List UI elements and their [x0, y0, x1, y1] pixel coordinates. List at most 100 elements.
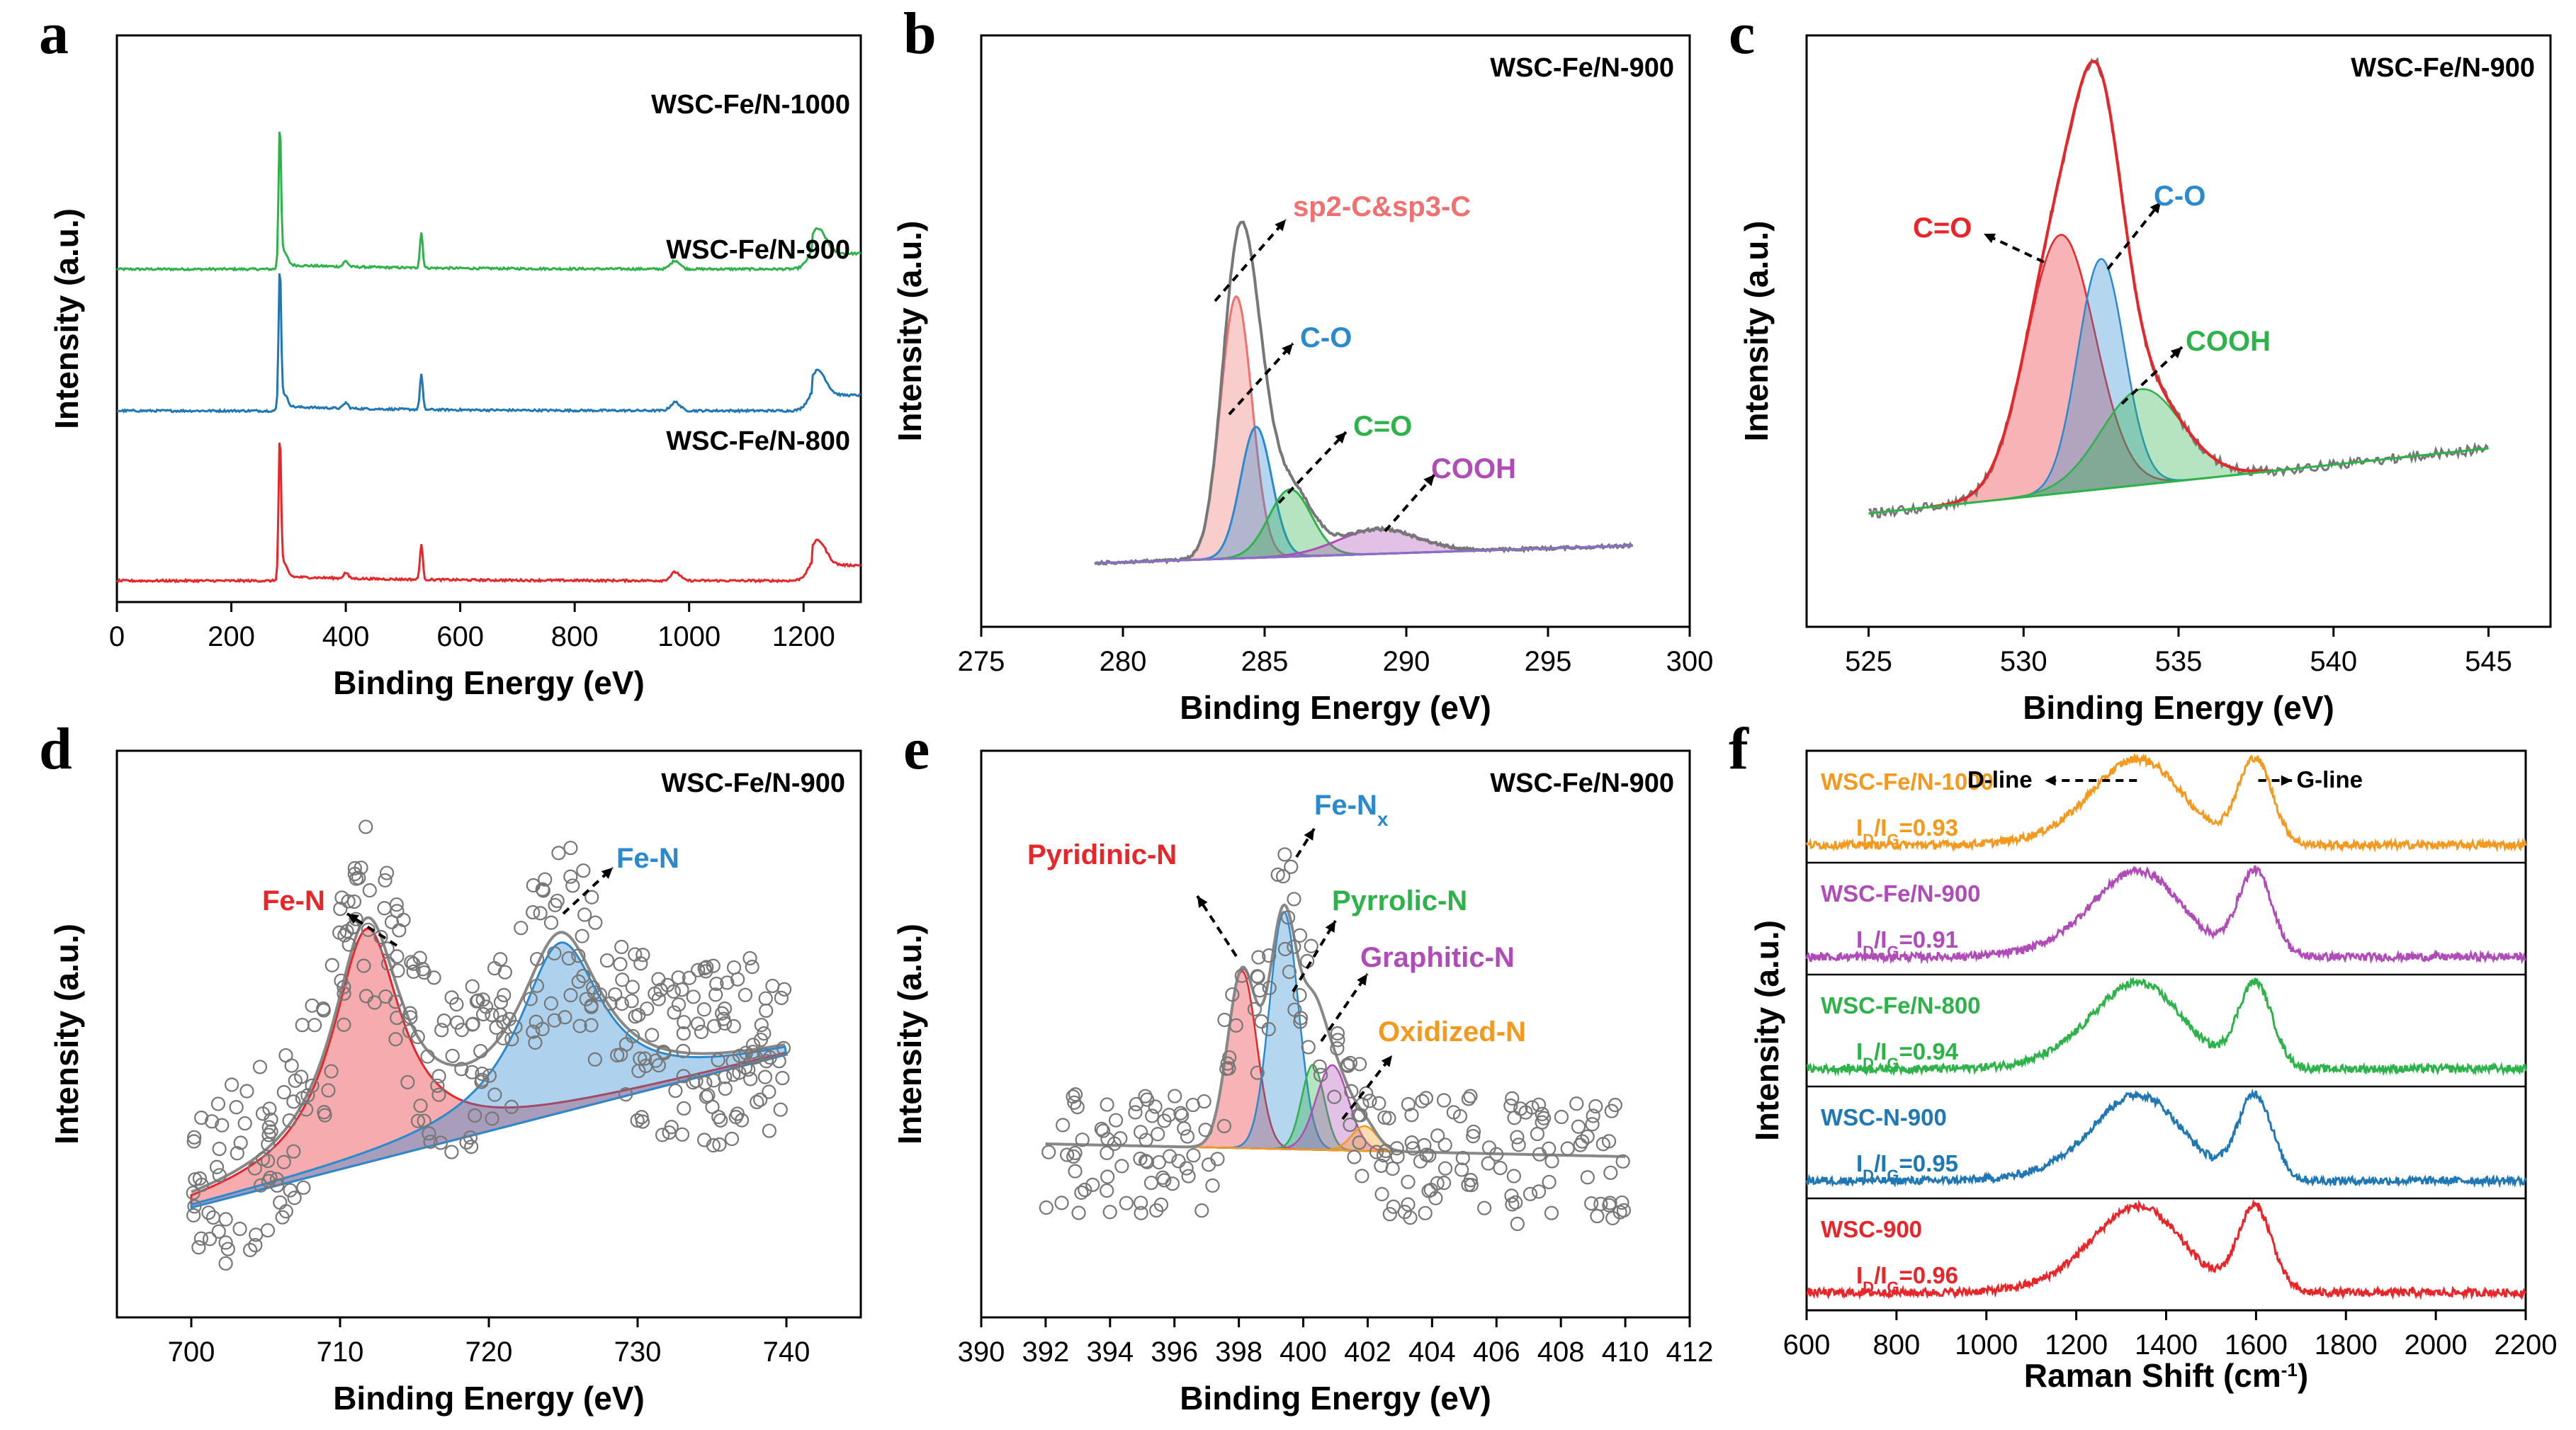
data-point	[624, 994, 639, 1009]
data-point	[1254, 1014, 1269, 1029]
x-tick-label: 540	[2310, 646, 2357, 677]
data-point	[1280, 910, 1296, 925]
data-point	[563, 841, 578, 856]
data-point	[577, 907, 592, 922]
data-point	[726, 1018, 741, 1034]
arrow-head	[1282, 344, 1293, 356]
fit-envelope	[1930, 59, 2272, 509]
y-axis-title: Intensity (a.u.)	[891, 221, 928, 442]
data-point	[218, 1256, 233, 1271]
data-point	[776, 1040, 791, 1055]
data-point	[667, 1005, 682, 1020]
data-point	[726, 960, 742, 975]
data-point	[1506, 1169, 1521, 1184]
data-point	[337, 928, 352, 943]
data-point	[550, 893, 565, 909]
data-point	[1216, 1118, 1232, 1134]
arrow-head	[1335, 432, 1346, 444]
panel-c: 525 530 535 540 545 Binding Energy (eV) Intens…	[1729, 1, 2552, 726]
data-point	[286, 1144, 301, 1159]
data-point	[1284, 859, 1299, 874]
data-point	[220, 1242, 235, 1256]
data-point	[535, 1021, 550, 1036]
data-point	[392, 923, 407, 938]
data-point	[1608, 1098, 1622, 1113]
data-point	[1455, 1151, 1470, 1166]
data-point	[496, 1031, 511, 1045]
data-point	[631, 1008, 646, 1023]
plot-frame	[980, 749, 1691, 1319]
ratio-value: =0.95	[1899, 1150, 1959, 1176]
data-point	[1430, 1176, 1445, 1191]
annotation-arrow	[1320, 972, 1369, 1043]
data-point	[337, 980, 351, 994]
ratio-sub: D	[1863, 1055, 1874, 1072]
data-point	[444, 1145, 459, 1159]
data-point	[426, 970, 441, 985]
data-point	[720, 975, 735, 990]
data-point	[1327, 1089, 1342, 1104]
data-point	[1151, 1127, 1165, 1142]
data-point	[497, 965, 512, 980]
data-point	[493, 994, 509, 1010]
data-point	[417, 1113, 431, 1128]
data-point	[1250, 970, 1265, 984]
data-point	[1330, 1026, 1345, 1041]
data-point	[1466, 1129, 1481, 1144]
data-point	[346, 894, 362, 909]
data-point	[269, 1171, 285, 1187]
data-point	[699, 1089, 714, 1104]
data-point	[765, 978, 780, 994]
data-point	[205, 1114, 220, 1129]
x-tick-label: 1000	[657, 621, 721, 652]
x-tick-label: 600	[1783, 1329, 1831, 1361]
data-point	[526, 1024, 541, 1039]
ratio-value: =0.91	[1899, 926, 1959, 953]
annotation-arrow	[346, 912, 398, 947]
data-point	[754, 1018, 769, 1033]
data-point	[753, 1092, 768, 1107]
series-line-WSC-Fe/N-1000	[116, 131, 862, 272]
data-point	[1417, 1137, 1432, 1153]
data-point	[1162, 1108, 1177, 1123]
x-title-sup: -1	[2281, 1359, 2298, 1380]
data-point	[1401, 1197, 1416, 1212]
raman-line-WSC-N-900	[1805, 1088, 2527, 1188]
data-point	[1428, 1191, 1443, 1205]
data-point	[423, 1134, 438, 1150]
annotation-label: Pyridinic-N	[1027, 839, 1177, 870]
x-tick-label: 600	[436, 621, 484, 652]
data-point	[276, 1154, 291, 1169]
data-point	[1612, 1205, 1627, 1220]
data-point	[676, 1026, 691, 1041]
data-point	[1513, 1101, 1528, 1116]
data-point	[528, 1035, 543, 1050]
data-point	[668, 1083, 683, 1099]
plot-title: WSC-Fe/N-900	[1490, 53, 1674, 83]
x-tick-label: 530	[2000, 646, 2047, 677]
data-point	[1343, 1117, 1357, 1133]
annotation-arrow	[1196, 895, 1238, 958]
data-point	[1437, 1161, 1453, 1176]
data-point	[762, 1123, 777, 1138]
annotation-arrow	[2106, 200, 2162, 271]
x-tick-label: 1600	[2225, 1329, 2288, 1361]
raw-spectrum	[1094, 220, 1633, 566]
data-point	[563, 869, 578, 884]
data-point	[1068, 1087, 1083, 1102]
data-point	[260, 1222, 276, 1238]
data-point	[436, 1014, 451, 1028]
data-point	[1180, 1129, 1195, 1144]
data-point	[543, 996, 558, 1011]
arrow-head	[1325, 921, 1335, 933]
panel-f: 600 800 1000 1200 1400 1600 1800 2000 2200 Raman …	[1729, 716, 2557, 1394]
data-point	[551, 846, 566, 861]
data-point	[1143, 1175, 1159, 1191]
data-point	[686, 989, 701, 1004]
x-tick-label: 0	[109, 621, 125, 652]
x-tick-label: 295	[1525, 646, 1572, 677]
x-tick-label: 290	[1383, 646, 1430, 677]
data-point	[1580, 1170, 1595, 1185]
series-label: WSC-Fe/N-900	[1821, 880, 1981, 907]
data-point	[410, 1113, 426, 1128]
